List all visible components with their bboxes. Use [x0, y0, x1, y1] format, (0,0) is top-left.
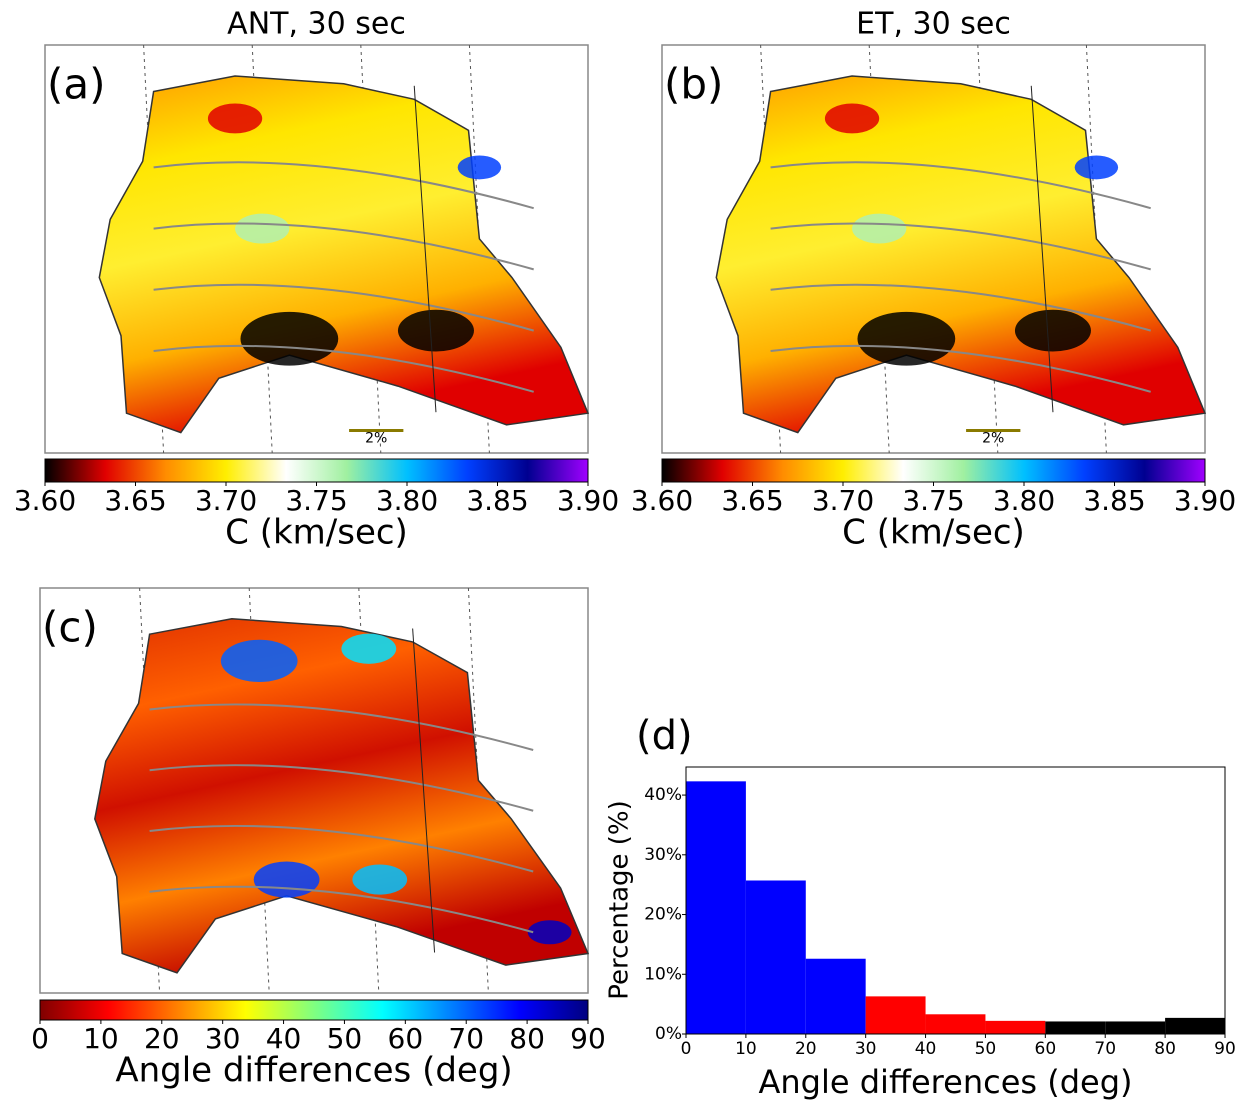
- x-tick-label: 50: [975, 1039, 997, 1059]
- colorbar-tick-label: 3.80: [376, 484, 438, 517]
- x-tick-label: 60: [1035, 1039, 1057, 1059]
- fault-line: [149, 824, 534, 873]
- colorbar-tick-label: 3.80: [993, 484, 1055, 517]
- fault-line: [770, 161, 1151, 210]
- colorbar-tick-label: 80: [509, 1022, 545, 1055]
- fault-line: [153, 222, 534, 271]
- fault-line: [770, 344, 1151, 393]
- x-tick-label: 80: [1154, 1039, 1176, 1059]
- map-anomaly: [235, 213, 290, 244]
- colorbar-tick-label: 3.75: [285, 484, 347, 517]
- map-anomaly: [397, 309, 474, 352]
- colorbar-tick-label: 3.60: [14, 484, 76, 517]
- y-tick-label: 10%: [644, 964, 682, 984]
- border-line: [1030, 85, 1054, 413]
- map-anomaly: [824, 103, 880, 134]
- fault-line: [149, 703, 534, 751]
- histogram-bar: [985, 1020, 1046, 1034]
- colorbar: [39, 999, 589, 1021]
- colorbar: [661, 458, 1206, 483]
- panel-label: (c): [42, 603, 98, 652]
- plot-frame: [685, 766, 1226, 1035]
- map-anomaly: [220, 639, 298, 682]
- histogram-bar: [865, 996, 926, 1034]
- fault-line: [153, 161, 534, 210]
- map-anomaly: [207, 103, 263, 134]
- border-line: [412, 628, 436, 953]
- colorbar-tick-label: 50: [327, 1022, 363, 1055]
- colorbar-tick-label: 3.65: [104, 484, 166, 517]
- colorbar-tick-label: 3.85: [466, 484, 528, 517]
- histogram-bar: [1045, 1021, 1106, 1034]
- histogram-bar: [686, 781, 746, 1034]
- x-tick-label: 20: [795, 1039, 817, 1059]
- x-tick-label: 10: [735, 1039, 757, 1059]
- colorbar-tick-label: 0: [31, 1022, 49, 1055]
- colorbar-tick-label: 40: [266, 1022, 302, 1055]
- panel-label: (d): [636, 713, 693, 759]
- map-anomaly: [1074, 155, 1119, 180]
- y-tick-label: 0%: [655, 1024, 682, 1044]
- x-tick-label: 40: [915, 1039, 937, 1059]
- fault-line: [153, 344, 534, 393]
- map-anomaly: [240, 311, 339, 366]
- colorbar-tick-label: 30: [205, 1022, 241, 1055]
- map-anomaly: [527, 920, 572, 945]
- map-anomaly: [253, 861, 320, 898]
- x-tick-label: 70: [1094, 1039, 1116, 1059]
- x-tick-label: 0: [681, 1039, 692, 1059]
- x-tick-label: 30: [855, 1039, 877, 1059]
- border-line: [413, 85, 437, 413]
- colorbar-tick-label: 3.90: [1174, 484, 1236, 517]
- fault-line: [149, 885, 534, 934]
- map-anomaly: [341, 633, 397, 664]
- colorbar-tick-label: 90: [570, 1022, 606, 1055]
- colorbar-label: C (km/sec): [225, 513, 408, 553]
- graticule: [358, 587, 380, 994]
- colorbar-tick-label: 3.60: [631, 484, 693, 517]
- histogram-bar: [1105, 1021, 1166, 1034]
- fault-line: [153, 283, 534, 332]
- colorbar: [44, 458, 589, 483]
- y-tick-label: 30%: [644, 845, 682, 865]
- y-axis-label: Percentage (%): [605, 800, 635, 1000]
- y-tick-label: 20%: [644, 905, 682, 925]
- colorbar-tick-label: 3.65: [721, 484, 783, 517]
- colorbar-tick-label: 70: [448, 1022, 484, 1055]
- panel-label: (a): [47, 60, 106, 109]
- scale-label: 2%: [365, 431, 387, 447]
- map-anomaly: [1014, 309, 1091, 352]
- scale-label: 2%: [982, 431, 1004, 447]
- colorbar-tick-label: 3.90: [557, 484, 619, 517]
- colorbar-tick-label: 3.75: [902, 484, 964, 517]
- map-anomaly: [352, 864, 408, 895]
- map-anomaly: [852, 213, 907, 244]
- colorbar-tick-label: 60: [388, 1022, 424, 1055]
- y-tick-label: 40%: [644, 785, 682, 805]
- map-anomaly: [457, 155, 502, 180]
- map-field: [94, 618, 590, 974]
- histogram-bar: [805, 958, 866, 1034]
- x-tick-label: 90: [1214, 1039, 1236, 1059]
- panel-title: ANT, 30 sec: [227, 7, 406, 42]
- colorbar-label: Angle differences (deg): [115, 1051, 512, 1091]
- colorbar-tick-label: 3.85: [1083, 484, 1145, 517]
- colorbar-tick-label: 3.70: [195, 484, 257, 517]
- map-anomaly: [857, 311, 956, 366]
- fault-line: [149, 764, 534, 812]
- x-axis-label: Angle differences (deg): [759, 1063, 1133, 1101]
- colorbar-tick-label: 3.70: [812, 484, 874, 517]
- graticule: [248, 587, 270, 994]
- colorbar-label: C (km/sec): [842, 513, 1025, 553]
- panel-label: (b): [664, 60, 723, 109]
- histogram-bar: [1165, 1017, 1225, 1034]
- colorbar-tick-label: 10: [83, 1022, 119, 1055]
- colorbar-tick-label: 20: [144, 1022, 180, 1055]
- fault-line: [770, 283, 1151, 332]
- fault-line: [770, 222, 1151, 271]
- histogram-bar: [925, 1014, 986, 1034]
- panel-title: ET, 30 sec: [856, 7, 1011, 42]
- histogram-bar: [745, 880, 806, 1034]
